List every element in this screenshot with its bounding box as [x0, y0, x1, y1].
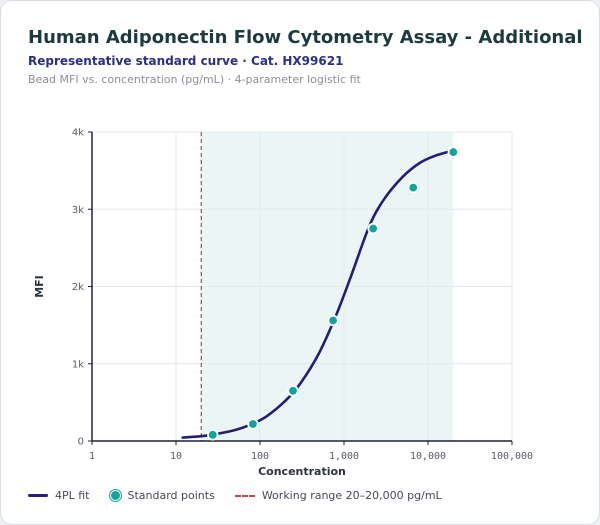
- legend-line-swatch: [28, 494, 48, 497]
- y-tick-label-2: 2k: [72, 282, 84, 293]
- legend-label-fit: 4PL fit: [55, 489, 90, 502]
- chart-title: Human Adiponectin Flow Cytometry Assay -…: [28, 27, 583, 48]
- x-tick-label-1: 10: [170, 451, 182, 462]
- x-axis-title: Concentration: [258, 465, 346, 478]
- legend: 4PL fit Standard points Working range 20…: [28, 489, 462, 502]
- standard-curve-chart: 1 10 100 1,000 10,000 100,000 0 1k 2k 3k 4k Concent…: [33, 128, 533, 479]
- standard-point-1: [247, 418, 259, 430]
- x-tick-label-4: 10,000: [410, 451, 446, 462]
- y-tick-label-4: 4k: [72, 128, 84, 139]
- x-tick-label-2: 100: [251, 451, 269, 462]
- legend-label-points: Standard points: [127, 489, 215, 502]
- x-tick-label-0: 1: [89, 451, 95, 462]
- legend-item-fit: 4PL fit: [28, 489, 90, 502]
- standard-point-6: [447, 146, 459, 158]
- y-axis-title: MFI: [33, 275, 46, 298]
- standard-point-3: [327, 314, 339, 327]
- legend-dot-swatch: [109, 490, 121, 501]
- chart-note: Bead MFI vs. concentration (pg/mL) · 4-p…: [28, 73, 361, 86]
- standard-point-0: [207, 429, 219, 441]
- legend-dash-swatch: [234, 494, 255, 497]
- x-tick-label-3: 1,000: [329, 451, 359, 462]
- standard-point-5: [407, 181, 419, 194]
- standard-point-2: [287, 385, 299, 397]
- y-tick-label-1: 1k: [72, 359, 84, 370]
- fit-curve: [181, 149, 455, 439]
- y-tick-label-0: 0: [78, 437, 84, 448]
- chart-subtitle: Representative standard curve · Cat. HX9…: [28, 54, 344, 68]
- legend-label-range: Working range 20–20,000 pg/mL: [261, 489, 442, 502]
- x-tick-label-5: 100,000: [491, 451, 533, 462]
- legend-item-points: Standard points: [109, 489, 215, 502]
- legend-item-range: Working range 20–20,000 pg/mL: [234, 489, 442, 502]
- standard-point-4: [367, 222, 379, 235]
- y-tick-label-3: 3k: [72, 205, 84, 216]
